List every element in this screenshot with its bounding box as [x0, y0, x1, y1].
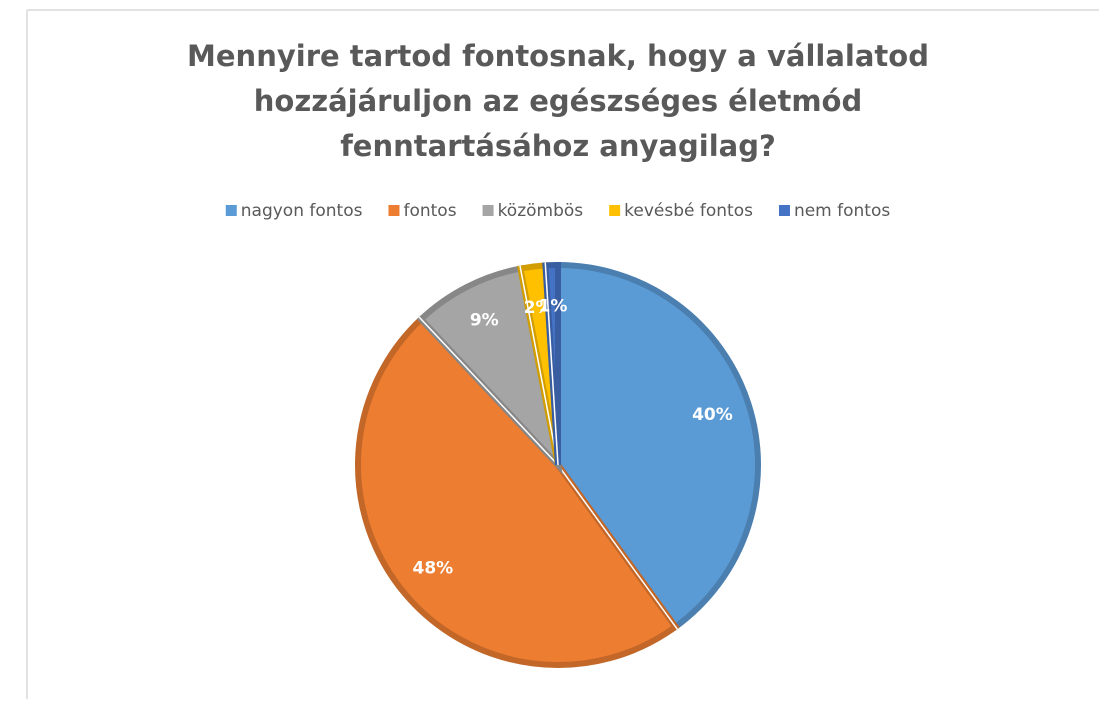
data-label: 1%: [539, 297, 568, 317]
chart-title: hozzájáruljon az egészséges életmód: [254, 84, 862, 118]
slice-separator: [519, 265, 559, 466]
pie-slice: [416, 265, 563, 475]
data-label: 40%: [692, 405, 733, 425]
legend-label: fontos: [403, 201, 456, 221]
data-label: 9%: [470, 310, 499, 330]
pie-slice: [555, 261, 761, 631]
legend-swatch: [482, 205, 494, 216]
slice-separator: [544, 262, 559, 466]
data-label: 48%: [413, 559, 454, 579]
slice-separator: [418, 316, 559, 466]
legend-label: nagyon fontos: [241, 201, 363, 221]
legend-label: nem fontos: [794, 201, 890, 221]
pie-slice: [355, 314, 680, 668]
legend-swatch: [388, 205, 400, 216]
chart-title: Mennyire tartod fontosnak, hogy a vállal…: [187, 39, 929, 73]
legend-swatch: [778, 205, 790, 216]
legend-label: közömbös: [498, 201, 584, 221]
legend-label: kevésbé fontos: [624, 201, 753, 221]
legend-swatch: [609, 205, 621, 216]
chart-title: fenntartásához anyagilag?: [340, 129, 776, 163]
legend-swatch: [225, 205, 237, 216]
slice-separator: [557, 464, 678, 630]
